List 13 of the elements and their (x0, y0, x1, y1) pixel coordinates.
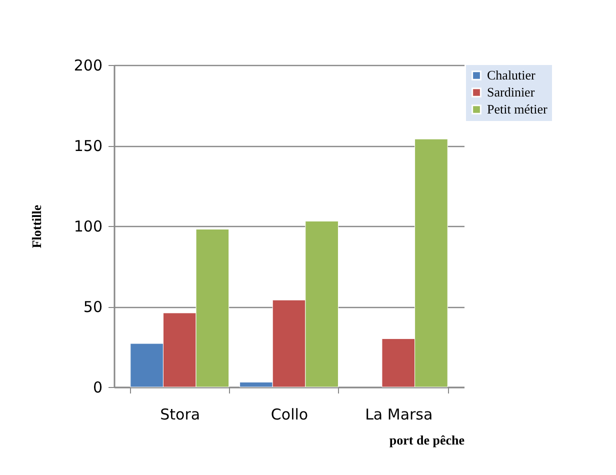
y-tick-label: 50 (83, 298, 102, 316)
legend-label: Chalutier (487, 68, 536, 82)
y-tick-label: 200 (74, 56, 102, 74)
y-tick-label: 100 (74, 218, 102, 236)
legend-label: Sardinier (487, 84, 536, 100)
x-tick-label: Collo (270, 406, 308, 424)
x-axis-title: port de pêche (389, 432, 465, 448)
legend-label: Petit métier (487, 102, 548, 116)
x-tick-label: La Marsa (365, 406, 433, 424)
y-axis-title: Flottille (28, 204, 44, 248)
y-tick-label: 0 (92, 378, 102, 396)
x-tick-label: Stora (160, 406, 200, 424)
y-tick-label: 150 (74, 137, 102, 155)
